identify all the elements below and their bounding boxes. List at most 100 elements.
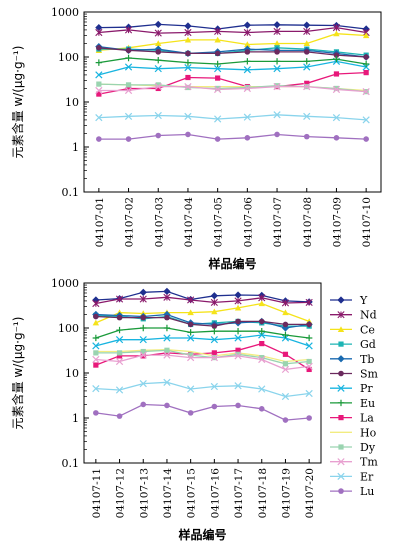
- data-point: [243, 66, 251, 74]
- data-point: [124, 112, 133, 120]
- data-point: [234, 352, 242, 360]
- series-line: [98, 71, 367, 95]
- series-line: [95, 403, 310, 421]
- legend-label: Tm: [360, 456, 378, 469]
- data-point: [140, 348, 146, 355]
- y-tick-label: 1: [72, 141, 79, 154]
- data-point: [282, 361, 289, 367]
- series-line: [95, 349, 310, 365]
- data-point: [362, 116, 370, 124]
- series-line: [98, 47, 367, 58]
- data-point: [214, 115, 222, 123]
- data-point: [306, 366, 312, 373]
- series-line: [95, 349, 310, 363]
- data-point: [115, 357, 124, 366]
- series-Nd: [95, 24, 370, 37]
- legend-marker: [337, 384, 345, 392]
- series-Eu: [95, 54, 370, 68]
- series-line: [98, 45, 367, 58]
- data-point: [139, 380, 147, 388]
- data-point: [155, 85, 161, 92]
- series-line: [98, 85, 367, 93]
- series-line: [95, 327, 310, 339]
- data-point: [258, 294, 266, 302]
- data-point: [163, 334, 171, 342]
- data-point: [363, 136, 369, 142]
- legend-marker: [337, 355, 345, 363]
- series-Lu: [93, 401, 312, 423]
- data-point: [333, 85, 340, 92]
- data-point: [243, 21, 251, 29]
- data-point: [125, 47, 132, 54]
- data-point: [155, 49, 162, 55]
- data-point: [116, 353, 123, 359]
- data-point: [125, 85, 132, 92]
- data-point: [362, 60, 370, 68]
- data-point: [125, 136, 132, 142]
- series-line: [95, 313, 310, 329]
- data-point: [303, 82, 311, 91]
- y-tick-label: 1000: [51, 277, 79, 290]
- y-tick-label: 100: [58, 322, 79, 335]
- legend-label: Y: [359, 294, 368, 307]
- y-tick-label: 1000: [51, 6, 79, 19]
- data-point: [185, 84, 191, 91]
- data-point: [210, 353, 218, 362]
- y-tick-label: 10: [65, 367, 79, 380]
- data-point: [187, 385, 195, 393]
- data-point: [187, 334, 195, 342]
- legend-marker: [338, 415, 344, 421]
- data-point: [115, 386, 124, 394]
- series-line: [95, 302, 310, 324]
- chart-panel-2: 0.1 1 10 100 1000 04107-11 04107-12 04107-13 041…: [10, 277, 379, 541]
- data-point: [305, 389, 313, 398]
- y-tick-label: 0.1: [62, 186, 80, 199]
- data-point: [96, 45, 102, 51]
- data-point: [163, 324, 171, 332]
- series-La: [96, 70, 369, 97]
- data-point: [305, 362, 313, 371]
- data-point: [244, 84, 250, 91]
- legend-marker: [337, 399, 345, 407]
- data-point: [214, 65, 222, 73]
- legend-marker: [337, 311, 345, 319]
- series-Ce: [92, 300, 313, 326]
- x-tick-label: 04107-10: [361, 197, 373, 247]
- legend-label: Dy: [360, 441, 376, 454]
- x-axis-title: 样品编号: [208, 256, 256, 271]
- data-point: [273, 111, 281, 119]
- data-point: [184, 36, 192, 43]
- series-Ho: [95, 349, 310, 363]
- data-point: [185, 50, 191, 57]
- data-point: [125, 54, 132, 62]
- y-axis-title: 元素含量 w/(μg·g⁻¹): [10, 317, 25, 430]
- data-point: [116, 314, 123, 321]
- data-point: [214, 27, 222, 36]
- data-point: [303, 133, 310, 140]
- data-point: [155, 56, 162, 64]
- data-point: [332, 113, 341, 122]
- y-tick-label: 1: [72, 412, 79, 425]
- series-Sm: [96, 45, 369, 60]
- data-point: [273, 40, 281, 47]
- data-point: [258, 327, 265, 335]
- data-point: [93, 313, 99, 320]
- legend-marker: [337, 326, 345, 332]
- data-point: [184, 64, 192, 72]
- x-tick-label: 04107-03: [153, 197, 165, 247]
- data-point: [273, 65, 281, 73]
- data-point: [244, 49, 251, 55]
- data-point: [93, 362, 99, 368]
- legend-marker: [338, 444, 344, 450]
- data-point: [214, 36, 221, 43]
- legend-marker: [337, 458, 345, 466]
- data-point: [258, 300, 265, 307]
- data-point: [163, 293, 171, 301]
- data-point: [163, 287, 171, 296]
- x-tick-label: 04107-11: [91, 468, 103, 518]
- data-point: [210, 336, 218, 344]
- data-point: [282, 321, 289, 328]
- series-line: [95, 290, 310, 303]
- legend-marker: [338, 341, 344, 347]
- data-point: [211, 327, 218, 335]
